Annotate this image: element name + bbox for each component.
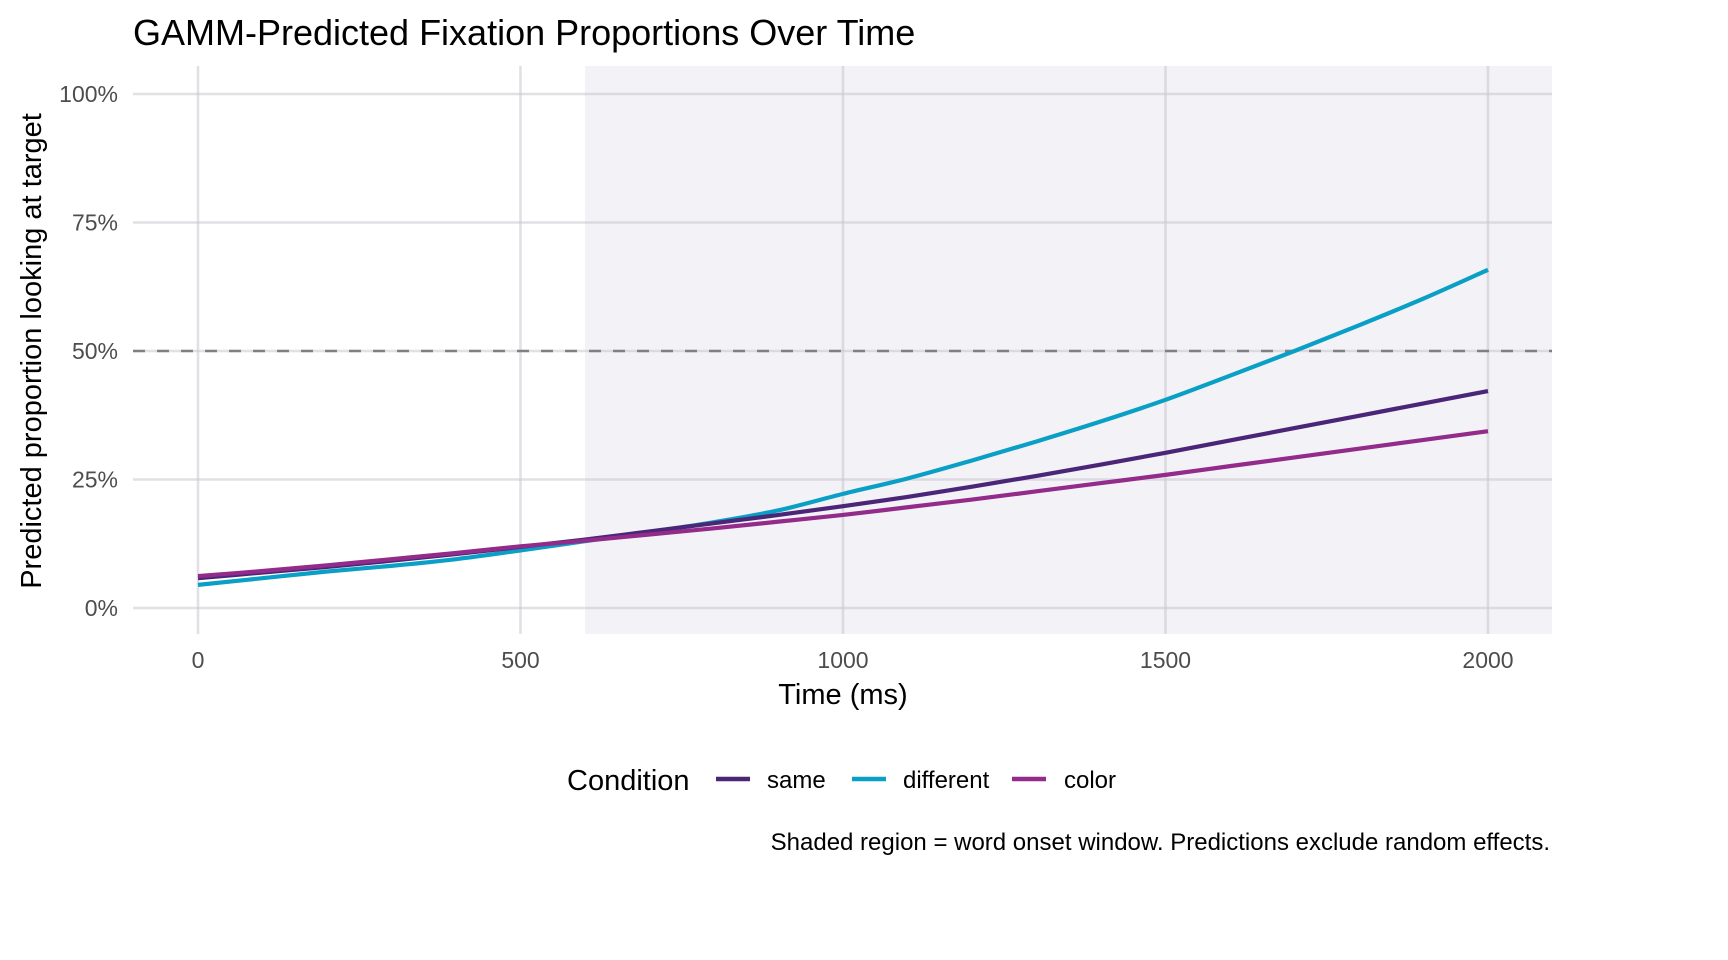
x-tick-label: 0 <box>192 647 205 673</box>
legend-label-same: same <box>767 767 826 794</box>
legend: Condition same different color <box>567 765 1116 797</box>
series-line-color <box>197 429 1489 579</box>
x-tick-label: 1500 <box>1140 647 1191 673</box>
y-tick-label: 75% <box>72 210 118 236</box>
chart-title: GAMM-Predicted Fixation Proportions Over… <box>133 12 915 53</box>
legend-label-color: color <box>1064 767 1116 794</box>
y-tick-label: 100% <box>59 81 118 107</box>
x-tick-label: 2000 <box>1462 647 1513 673</box>
y-tick-label: 0% <box>85 595 118 621</box>
y-axis-title: Predicted proportion looking at target <box>16 113 48 589</box>
x-axis-title: Time (ms) <box>778 679 907 711</box>
x-tick-label: 1000 <box>817 647 868 673</box>
legend-label-different: different <box>903 767 990 794</box>
legend-title: Condition <box>567 765 690 797</box>
y-tick-label: 50% <box>72 338 118 364</box>
caption: Shaded region = word onset window. Predi… <box>771 829 1550 856</box>
x-axis-ticks: 0 500 1000 1500 2000 <box>192 647 1514 673</box>
series-line-different <box>197 267 1489 587</box>
x-tick-label: 500 <box>501 647 539 673</box>
y-axis-ticks: 0% 25% 50% 75% 100% <box>59 81 118 621</box>
y-tick-label: 25% <box>72 467 118 493</box>
plot-panel <box>133 66 1552 634</box>
series-lines <box>197 267 1489 587</box>
